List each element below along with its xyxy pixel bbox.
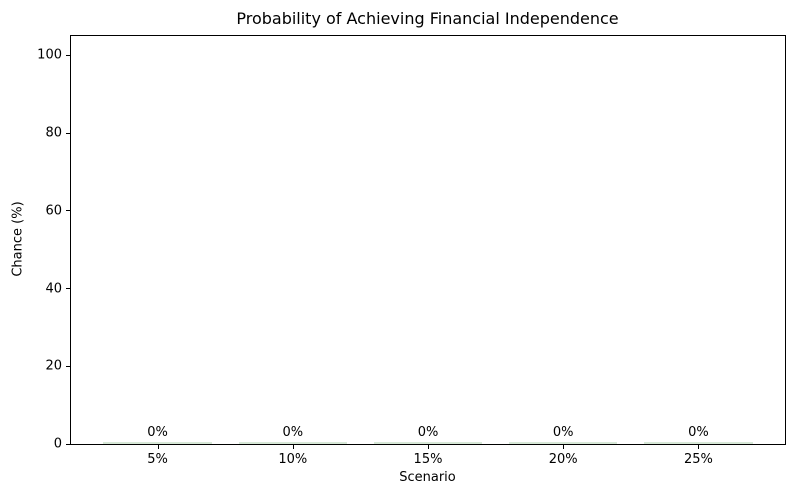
bar bbox=[509, 442, 618, 444]
y-tick-mark bbox=[66, 365, 70, 367]
bar-label: 0% bbox=[417, 425, 439, 440]
x-axis-label: Scenario bbox=[399, 470, 456, 485]
y-tick-label: 60 bbox=[45, 203, 62, 219]
y-tick-label: 20 bbox=[45, 358, 62, 374]
x-tick-label: 5% bbox=[147, 452, 168, 467]
bar bbox=[103, 442, 212, 444]
y-tick-mark bbox=[66, 288, 70, 290]
bar-label: 0% bbox=[688, 425, 709, 440]
y-tick-label: 100 bbox=[37, 47, 62, 63]
x-tick-mark bbox=[563, 445, 565, 449]
bar bbox=[644, 442, 753, 444]
y-axis-label: Chance (%) bbox=[10, 201, 26, 277]
y-tick-label: 40 bbox=[45, 281, 62, 297]
y-tick-label: 0 bbox=[53, 436, 62, 452]
x-tick-mark bbox=[698, 445, 700, 449]
bar-label: 0% bbox=[282, 425, 304, 440]
bar-label: 0% bbox=[147, 425, 168, 440]
bar bbox=[373, 442, 483, 444]
x-tick-label: 25% bbox=[684, 452, 713, 467]
y-tick-mark bbox=[66, 210, 70, 212]
chart-title: Probability of Achieving Financial Indep… bbox=[236, 9, 619, 28]
y-tick-mark bbox=[66, 54, 70, 56]
x-tick-mark bbox=[157, 445, 159, 449]
x-tick-label: 15% bbox=[413, 452, 443, 467]
x-tick-label: 10% bbox=[278, 452, 308, 467]
bar bbox=[238, 442, 347, 444]
y-tick-mark bbox=[66, 443, 70, 445]
y-tick-mark bbox=[66, 132, 70, 134]
x-tick-label: 20% bbox=[548, 452, 578, 467]
y-tick-label: 80 bbox=[45, 125, 62, 141]
x-tick-mark bbox=[428, 445, 429, 449]
plot-area: 0 20 40 60 80 100 5% 0% 10% 0% 15% 0% 20% 0% 25% 0% bbox=[37, 35, 786, 467]
x-tick-mark bbox=[292, 445, 294, 449]
bar-label: 0% bbox=[552, 425, 574, 440]
